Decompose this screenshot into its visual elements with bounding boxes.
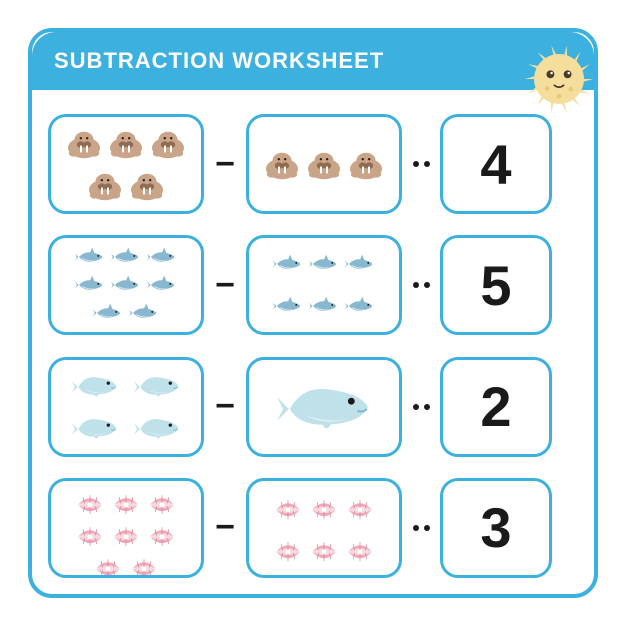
shark-icon — [343, 295, 377, 317]
minus-sign: − — [212, 266, 238, 305]
clam-icon — [145, 487, 179, 517]
clam-icon — [271, 534, 305, 564]
walrus-icon — [304, 147, 344, 181]
answer-card: 2 — [440, 357, 552, 457]
answer-number: 3 — [480, 495, 511, 560]
count-card — [48, 114, 204, 214]
beluga-icon — [127, 367, 187, 405]
clam-icon — [307, 492, 341, 522]
minus-sign: − — [212, 145, 238, 184]
answer-card: 5 — [440, 235, 552, 335]
shark-icon — [307, 295, 341, 317]
problem-row-1: − 4 — [48, 112, 578, 216]
worksheet-page: SUBTRACTION WORKSHEET — [0, 0, 626, 626]
worksheet-frame: SUBTRACTION WORKSHEET — [28, 28, 598, 598]
clam-icon — [73, 519, 107, 549]
shark-icon — [145, 274, 179, 296]
count-card — [246, 357, 402, 457]
count-card — [48, 478, 204, 578]
clam-icon — [145, 519, 179, 549]
walrus-icon — [346, 147, 386, 181]
clam-icon — [91, 551, 125, 578]
minus-sign: − — [212, 508, 238, 547]
walrus-icon — [106, 126, 146, 160]
walrus-icon — [148, 126, 188, 160]
answer-card: 4 — [440, 114, 552, 214]
beluga-icon — [127, 409, 187, 447]
minus-sign: − — [212, 387, 238, 426]
clam-icon — [109, 487, 143, 517]
shark-icon — [91, 302, 125, 324]
problem-row-2: − 5 — [48, 233, 578, 337]
clam-icon — [271, 492, 305, 522]
shark-icon — [73, 246, 107, 268]
equals-sign — [410, 161, 432, 167]
count-card — [48, 235, 204, 335]
page-title: SUBTRACTION WORKSHEET — [54, 48, 384, 74]
count-card — [246, 235, 402, 335]
walrus-icon — [262, 147, 302, 181]
equals-sign — [410, 404, 432, 410]
clam-icon — [307, 534, 341, 564]
clam-icon — [109, 519, 143, 549]
count-card — [48, 357, 204, 457]
clam-icon — [127, 551, 161, 578]
count-card — [246, 478, 402, 578]
beluga-icon — [65, 367, 125, 405]
answer-number: 4 — [480, 132, 511, 197]
pufferfish-icon — [520, 40, 598, 118]
shark-icon — [307, 253, 341, 275]
shark-icon — [73, 274, 107, 296]
shark-icon — [271, 253, 305, 275]
clam-icon — [343, 534, 377, 564]
shark-icon — [271, 295, 305, 317]
problem-row-4: − 3 — [48, 476, 578, 580]
header-band: SUBTRACTION WORKSHEET — [32, 32, 594, 90]
problem-row-3: − 2 — [48, 355, 578, 459]
problems-area: − 4 — [32, 90, 594, 594]
equals-sign — [410, 525, 432, 531]
count-card — [246, 114, 402, 214]
shark-icon — [109, 274, 143, 296]
shark-icon — [145, 246, 179, 268]
equals-sign — [410, 282, 432, 288]
walrus-icon — [64, 126, 104, 160]
answer-card: 3 — [440, 478, 552, 578]
answer-number: 5 — [480, 253, 511, 318]
clam-icon — [343, 492, 377, 522]
shark-icon — [109, 246, 143, 268]
answer-number: 2 — [480, 374, 511, 439]
walrus-icon — [127, 168, 167, 202]
beluga-icon — [65, 409, 125, 447]
clam-icon — [73, 487, 107, 517]
walrus-icon — [85, 168, 125, 202]
shark-icon — [127, 302, 161, 324]
beluga-icon — [260, 368, 388, 446]
shark-icon — [343, 253, 377, 275]
